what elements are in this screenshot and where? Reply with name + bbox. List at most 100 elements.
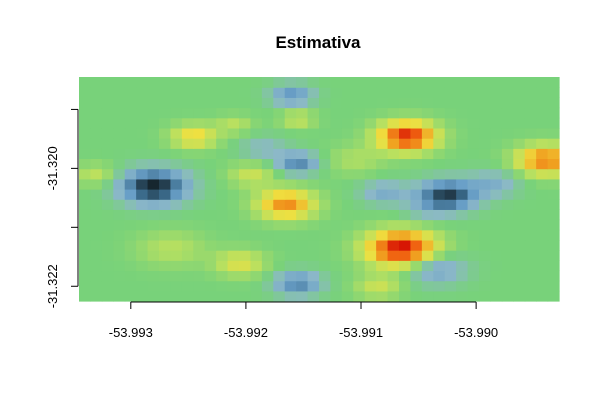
x-tick-label: -53.992	[224, 325, 268, 340]
heatmap-cell	[307, 260, 320, 272]
x-tick-label: -53.993	[109, 325, 153, 340]
heatmap-cell	[387, 97, 400, 109]
heatmap-cell	[319, 138, 332, 149]
heatmap-cell	[124, 158, 137, 170]
heatmap-cell	[547, 189, 560, 200]
heatmap-cell	[524, 239, 537, 251]
heatmap-cell	[376, 229, 389, 241]
heatmap-cell	[319, 97, 332, 109]
heatmap-cell	[204, 280, 217, 292]
heatmap-cell	[216, 270, 229, 282]
heatmap-cell	[159, 229, 172, 241]
heatmap-cell	[216, 127, 229, 139]
heatmap-cell	[456, 209, 469, 221]
heatmap-cell	[467, 290, 480, 302]
heatmap-cell	[399, 138, 412, 149]
heatmap-cell	[124, 97, 137, 109]
heatmap-cell	[341, 107, 354, 119]
heatmap-cell	[181, 117, 194, 129]
heatmap-cell	[330, 87, 343, 98]
heatmap-cell	[261, 117, 274, 129]
heatmap-cell	[136, 250, 149, 261]
heatmap-cell	[193, 138, 206, 149]
heatmap-cell	[319, 77, 332, 88]
heatmap-cell	[113, 209, 126, 221]
heatmap-cell	[170, 97, 183, 109]
heatmap-cell	[261, 138, 274, 149]
heatmap-cell	[261, 290, 274, 302]
heatmap-cell	[181, 270, 194, 282]
heatmap-cell	[216, 97, 229, 109]
heatmap-cell	[273, 138, 286, 149]
heatmap-cell	[433, 199, 446, 210]
heatmap-cell	[170, 270, 183, 282]
heatmap-cell	[387, 270, 400, 282]
heatmap-cell	[410, 178, 423, 190]
heatmap-cell	[479, 260, 492, 272]
heatmap-cell	[341, 127, 354, 139]
heatmap-cell	[296, 270, 309, 282]
heatmap-cell	[113, 138, 126, 149]
heatmap-cell	[387, 107, 400, 119]
heatmap-cell	[341, 280, 354, 292]
heatmap-cell	[524, 158, 537, 170]
heatmap-cell	[444, 97, 457, 109]
heatmap-cell	[307, 250, 320, 261]
heatmap-cell	[479, 138, 492, 149]
heatmap-cell	[353, 87, 366, 98]
heatmap-cell	[204, 270, 217, 282]
heatmap-cell	[444, 138, 457, 149]
heatmap-cell	[536, 77, 549, 88]
heatmap-cell	[113, 229, 126, 241]
heatmap-cell	[399, 77, 412, 88]
heatmap-cell	[90, 260, 103, 272]
heatmap-cell	[227, 148, 240, 160]
heatmap-cell	[490, 199, 503, 210]
heatmap-cell	[479, 270, 492, 282]
heatmap-cell	[524, 77, 537, 88]
heatmap-cell	[204, 229, 217, 241]
heatmap-cell	[547, 138, 560, 149]
heatmap-cell	[376, 148, 389, 160]
heatmap-cell	[273, 199, 286, 210]
heatmap-cell	[170, 290, 183, 302]
heatmap-cell	[296, 280, 309, 292]
heatmap-cell	[181, 239, 194, 251]
heatmap-cell	[410, 158, 423, 170]
heatmap-cell	[193, 158, 206, 170]
heatmap-cell	[147, 280, 160, 292]
heatmap-cell	[216, 229, 229, 241]
heatmap-cell	[193, 290, 206, 302]
heatmap-cell	[284, 239, 297, 251]
heatmap-cell	[319, 148, 332, 160]
heatmap-cell	[444, 148, 457, 160]
heatmap-cell	[284, 229, 297, 241]
heatmap-cell	[216, 178, 229, 190]
heatmap-cell	[239, 280, 252, 292]
heatmap-cell	[467, 117, 480, 129]
heatmap-cell	[399, 219, 412, 231]
heatmap-cell	[261, 77, 274, 88]
heatmap-cell	[376, 280, 389, 292]
heatmap-cell	[547, 97, 560, 109]
heatmap-cell	[136, 189, 149, 200]
heatmap-cell	[90, 158, 103, 170]
heatmap-cell	[421, 87, 434, 98]
heatmap-cell	[501, 199, 514, 210]
heatmap-cell	[399, 117, 412, 129]
heatmap-cell	[181, 138, 194, 149]
heatmap-cell	[319, 168, 332, 180]
heatmap-cell	[296, 97, 309, 109]
heatmap-cell	[273, 250, 286, 261]
heatmap-cell	[490, 270, 503, 282]
heatmap-cell	[159, 239, 172, 251]
heatmap-cell	[147, 199, 160, 210]
heatmap-cell	[376, 219, 389, 231]
heatmap-cell	[181, 178, 194, 190]
heatmap-cell	[307, 209, 320, 221]
heatmap-cell	[284, 199, 297, 210]
heatmap-cell	[364, 107, 377, 119]
heatmap-cell	[124, 127, 137, 139]
heatmap-cell	[467, 189, 480, 200]
heatmap-cell	[444, 209, 457, 221]
